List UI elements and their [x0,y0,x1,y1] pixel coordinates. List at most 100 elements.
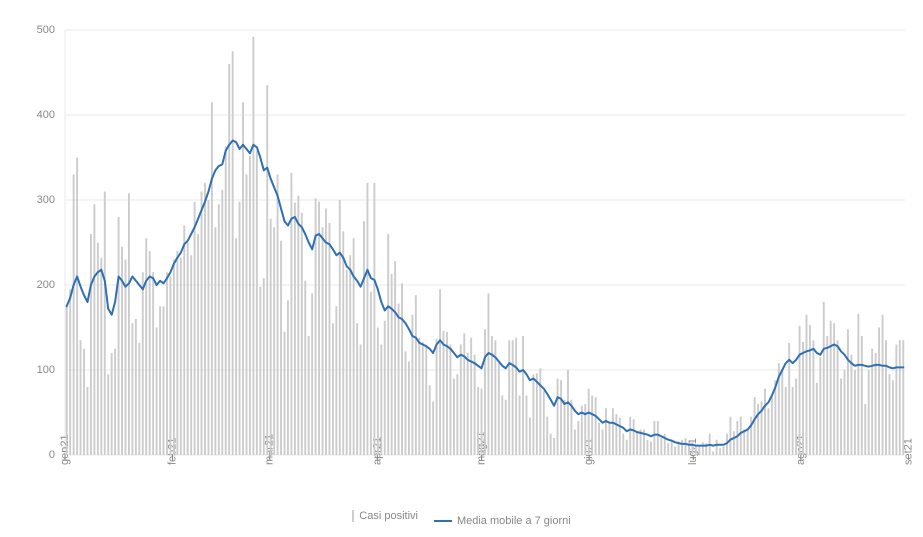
bar [660,438,662,455]
bar [878,328,880,456]
bar [415,295,417,455]
bar [277,175,279,456]
bar [474,355,476,455]
bar [716,440,718,455]
bar [294,203,296,455]
bar [519,396,521,456]
bar [325,209,327,456]
bar [888,374,890,455]
bar [145,238,147,455]
bar [121,247,123,455]
bar [857,314,859,455]
bar [501,396,503,456]
bar [899,340,901,455]
bar [560,380,562,455]
bar [211,102,213,455]
bar [439,289,441,455]
bar [318,202,320,455]
bar [723,447,725,456]
bar [301,213,303,455]
bar [768,408,770,455]
bar [460,345,462,456]
bar [612,408,614,455]
bar [449,345,451,456]
bar [363,221,365,455]
bar [242,102,244,455]
bar [339,200,341,455]
bar [743,430,745,456]
bar [653,421,655,455]
bar [183,226,185,456]
bar [197,234,199,455]
bar [266,85,268,455]
bar [736,421,738,455]
y-tick-label: 300 [37,194,55,206]
bar [405,351,407,455]
bar [353,238,355,455]
legend-item: Media mobile a 7 giorni [434,515,571,527]
bar [584,404,586,455]
bar [864,404,866,455]
bar [823,302,825,455]
bar [564,400,566,455]
bar [425,346,427,455]
bar [187,243,189,456]
bar [605,408,607,455]
bar [588,389,590,455]
bar [522,336,524,455]
bar [235,238,237,455]
bar [633,419,635,455]
bar [546,417,548,455]
bar [875,353,877,455]
bar [812,340,814,455]
bar [100,258,102,455]
bar [792,387,794,455]
bar [733,431,735,455]
bar [526,396,528,456]
bar [239,202,241,455]
bar [180,258,182,455]
bar [892,380,894,455]
bar [647,440,649,455]
bar [882,315,884,455]
bar [204,183,206,455]
bar [595,397,597,455]
y-tick-label: 500 [37,24,55,36]
bar [149,251,151,455]
bar [391,274,393,455]
bar [685,438,687,455]
bar [346,270,348,455]
bar [401,283,403,455]
bar [567,370,569,455]
bar [335,306,337,455]
bar [809,325,811,455]
bar [799,326,801,455]
bar [142,272,144,455]
bar [328,223,330,455]
bar [418,338,420,455]
bar [370,292,372,455]
bar [539,368,541,455]
bar [87,387,89,455]
bar [795,379,797,456]
bar [80,340,82,455]
bar [681,440,683,455]
bar [553,438,555,455]
bar [69,289,71,455]
bar [159,306,161,455]
bar [190,255,192,455]
bar [895,345,897,456]
bar [674,447,676,456]
bar [104,192,106,456]
bar [90,234,92,455]
bar [819,357,821,455]
bar [754,397,756,455]
bar [446,332,448,455]
y-tick-label: 0 [49,449,55,461]
legend-swatch-line [434,520,452,522]
bar [429,385,431,455]
chart-svg: 0100200300400500gen21feb21mar21apr21mag2… [0,0,923,532]
bar [729,417,731,455]
bar [615,414,617,455]
bar [422,342,424,455]
